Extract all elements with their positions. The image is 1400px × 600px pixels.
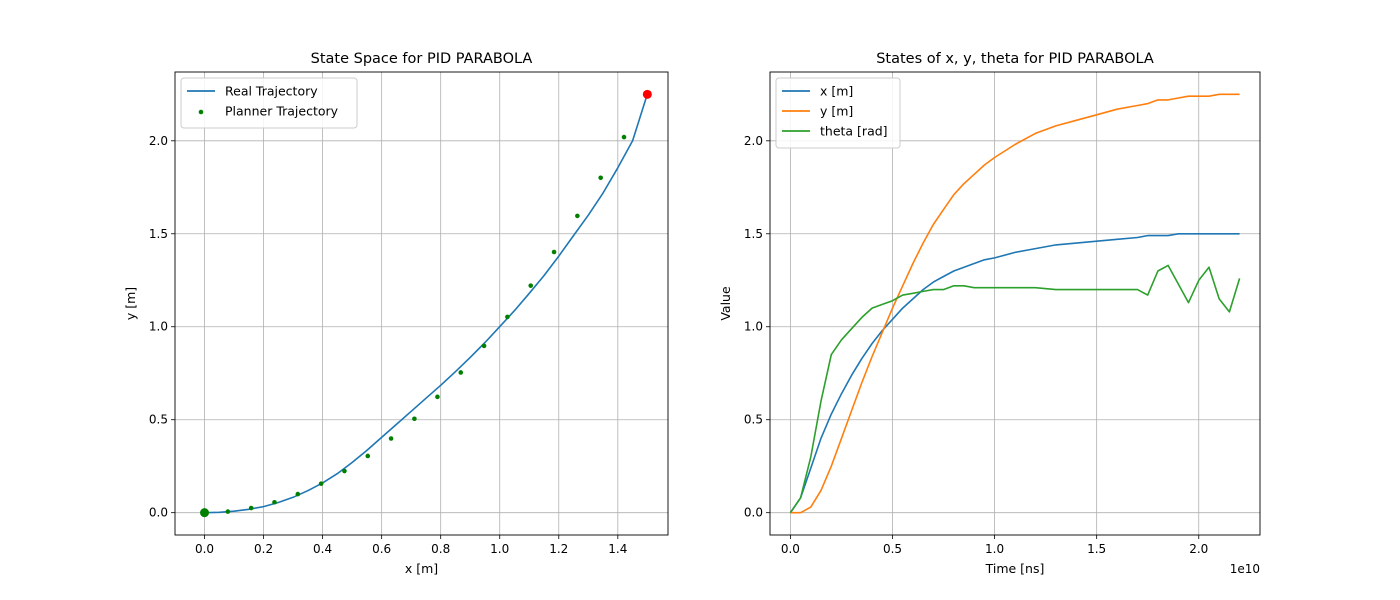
series-line-3	[789, 264, 1241, 514]
scatter-point	[365, 453, 371, 459]
x-tick-label: 1.0	[490, 542, 509, 556]
scatter-point	[551, 249, 557, 255]
x-tick-label: 0.0	[781, 542, 800, 556]
scatter-point	[272, 499, 277, 505]
y-tick-label: 1.0	[744, 320, 763, 334]
scatter-point	[318, 481, 324, 486]
y-tick-label: 2.0	[744, 134, 763, 148]
x-tick-label: 1.4	[608, 542, 627, 556]
legend-item: theta [rad]	[782, 124, 888, 139]
legend: Real Trajectory Planner Trajectory	[180, 77, 358, 129]
legend-label: Real Trajectory	[225, 84, 318, 99]
x-tick-label: 0.0	[195, 542, 214, 556]
x-tick-label: 0.2	[254, 542, 273, 556]
scatter-point	[295, 491, 301, 497]
scatter-point	[481, 343, 487, 349]
axes-frame	[174, 71, 669, 536]
y-tick-label: 0.5	[149, 413, 168, 427]
scatter-point	[435, 394, 440, 400]
scatter-point	[505, 314, 510, 320]
y-tick-label: 1.0	[149, 320, 168, 334]
series-line-1	[789, 233, 1240, 514]
legend-item: x [m]	[782, 84, 853, 99]
legend: x [m] y [m] theta [rad]	[775, 77, 901, 149]
legend-label: theta [rad]	[820, 124, 888, 139]
y-tick-label: 0.0	[149, 506, 168, 520]
y-tick-label: 1.5	[149, 227, 168, 241]
y-tick-label: 2.0	[149, 134, 168, 148]
scatter-point	[528, 283, 534, 288]
start-marker	[200, 508, 210, 518]
y-axis-label: Value	[718, 286, 733, 321]
x-offset-label: 1e10	[1230, 562, 1260, 576]
y-tick-label: 1.5	[744, 227, 763, 241]
legend-label: Planner Trajectory	[225, 104, 339, 119]
scatter-point	[388, 436, 394, 441]
legend-label: y [m]	[820, 104, 853, 119]
chart-panel-1: 0.0 0.2 0.4 0.6 0.8 1.0 1.2 1.4 0.0 0.5 1.0 1.5 2.0 S…	[123, 51, 669, 576]
scatter-point	[598, 175, 603, 181]
y-axis-label: y [m]	[123, 287, 138, 320]
y-tick-label: 0.5	[744, 413, 763, 427]
x-axis-label: x [m]	[405, 561, 438, 576]
plot-area	[200, 89, 652, 518]
scatter-point	[412, 416, 417, 422]
axes-frame	[769, 71, 1261, 536]
x-tick-label: 0.4	[313, 542, 332, 556]
legend-item: Planner Trajectory	[198, 104, 339, 119]
x-tick-label: 0.5	[883, 542, 902, 556]
x-tick-label: 0.6	[372, 542, 391, 556]
chart-panel-2: 0.0 0.5 1.0 1.5 2.0 0.0 0.5 1.0 1.5 2.0 States of …	[718, 51, 1261, 576]
scatter-point	[342, 468, 347, 474]
goal-marker	[642, 89, 652, 99]
series-planner-trajectory	[202, 92, 650, 515]
y-tick-label: 0.0	[744, 506, 763, 520]
x-tick-label: 2.0	[1189, 542, 1208, 556]
legend-item: Real Trajectory	[187, 84, 318, 99]
legend-label: x [m]	[820, 84, 853, 99]
scatter-point	[575, 213, 580, 219]
legend-box	[180, 77, 358, 129]
chart-title: State Space for PID PARABOLA	[311, 51, 533, 67]
grid-lines	[175, 72, 668, 535]
x-tick-label: 1.2	[549, 542, 568, 556]
series-line-2	[790, 93, 1240, 514]
legend-marker	[198, 109, 204, 115]
x-tick-label: 0.8	[431, 542, 450, 556]
chart-title: States of x, y, theta for PID PARABOLA	[876, 51, 1154, 67]
scatter-point	[225, 509, 231, 514]
x-tick-label: 1.5	[1087, 542, 1106, 556]
x-axis-label: Time [ns]	[985, 561, 1045, 576]
scatter-point	[248, 505, 254, 511]
scatter-point	[458, 370, 464, 375]
x-tick-label: 1.0	[985, 542, 1004, 556]
legend-item: y [m]	[782, 104, 853, 119]
plot-area	[789, 93, 1241, 514]
series-line-1	[204, 94, 649, 514]
scatter-point	[621, 134, 627, 140]
